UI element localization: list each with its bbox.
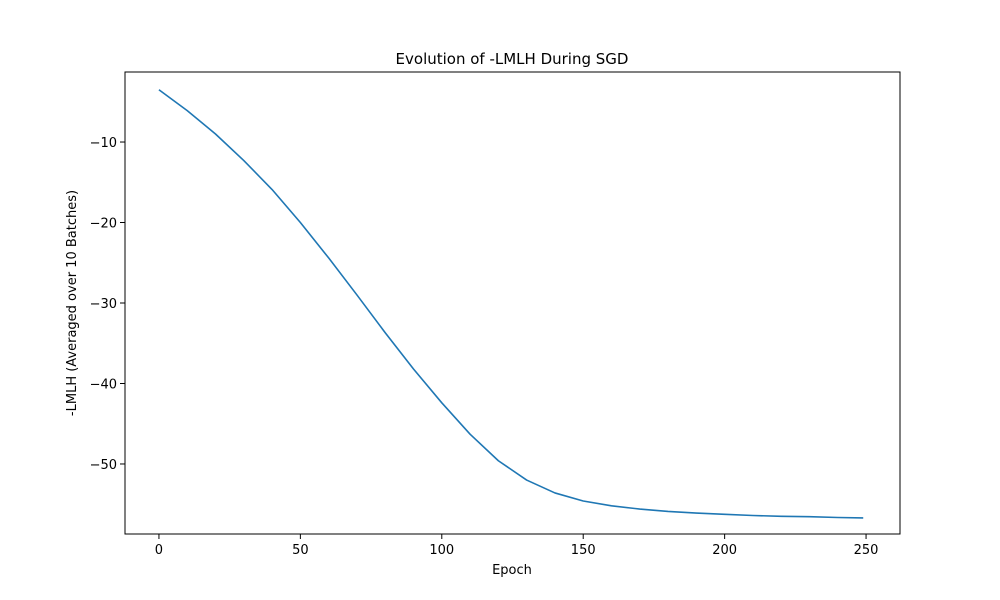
series-line: [158, 89, 864, 519]
y-tick-label: −50: [90, 458, 117, 473]
y-axis-label: -LMLH (Averaged over 10 Batches): [65, 190, 80, 416]
y-tick-label: −40: [90, 377, 117, 392]
plot-area: [125, 72, 900, 534]
x-tick-label: 200: [712, 543, 737, 558]
x-axis-label: Epoch: [492, 563, 532, 578]
y-tick-label: −10: [90, 136, 117, 151]
x-tick-label: 0: [155, 543, 163, 558]
x-tick-label: 150: [571, 543, 596, 558]
x-tick-label: 100: [429, 543, 454, 558]
x-tick-label: 50: [292, 543, 309, 558]
series-layer: [158, 89, 864, 519]
y-tick-label: −30: [90, 297, 117, 312]
chart-title: Evolution of -LMLH During SGD: [396, 50, 629, 68]
y-tick-label: −20: [90, 217, 117, 232]
y-ticks: −10 −20 −30 −40 −50: [90, 136, 125, 473]
x-ticks: 0 50 100 150 200 250: [155, 534, 879, 558]
x-tick-label: 250: [854, 543, 879, 558]
